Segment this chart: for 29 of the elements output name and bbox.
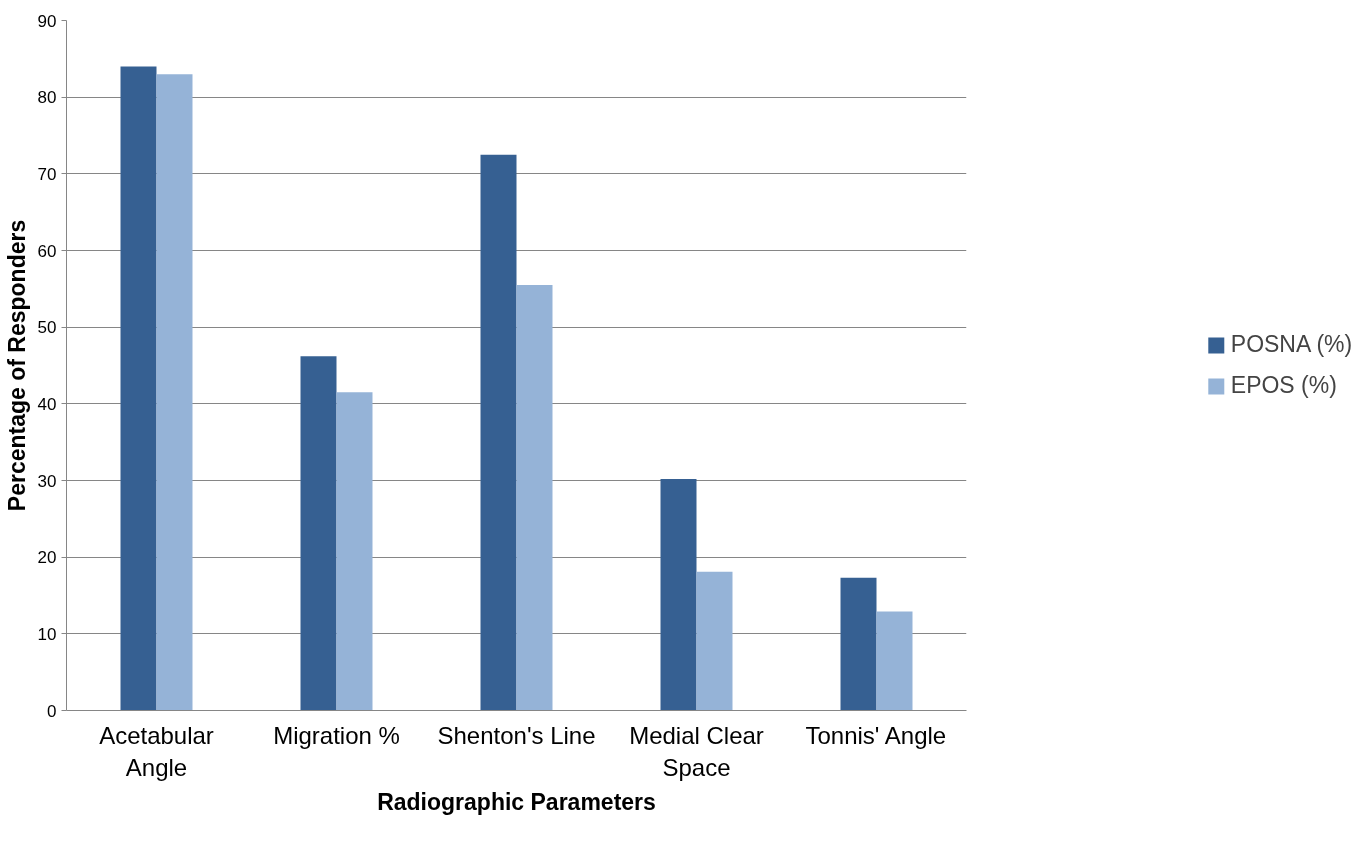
x-tick-label: Shenton's Line <box>437 721 596 749</box>
bar <box>300 356 337 711</box>
y-tick-label: 40 <box>37 394 57 414</box>
x-tick-label: Tonnis' Angle <box>805 721 947 749</box>
x-axis-title: Radiographic Parameters <box>377 788 656 815</box>
bar <box>840 577 877 711</box>
x-tick-label: Migration % <box>273 721 400 749</box>
bar <box>876 611 913 711</box>
y-tick-label: 30 <box>37 471 57 491</box>
bar <box>480 154 517 711</box>
legend-label: EPOS (%) <box>1230 372 1337 399</box>
y-tick-label: 50 <box>37 318 57 338</box>
y-axis-title: Percentage of Responders <box>3 219 30 512</box>
x-tick-label: Acetabular Angle <box>99 721 214 781</box>
y-tick-label: 20 <box>37 548 57 568</box>
y-tick-label: 80 <box>37 88 57 108</box>
bar <box>696 571 733 711</box>
y-tick-label: 70 <box>37 164 57 184</box>
y-tick-label: 0 <box>47 701 57 721</box>
y-tick-label: 10 <box>37 624 57 644</box>
legend-label: POSNA (%) <box>1230 331 1352 358</box>
x-tick-label: Medial Clear Space <box>629 721 764 781</box>
y-tick-label: 60 <box>37 241 57 261</box>
bar <box>120 66 157 711</box>
bar <box>660 478 697 711</box>
bar <box>336 392 373 711</box>
y-tick-label: 90 <box>37 11 57 31</box>
bar <box>516 285 553 711</box>
bar <box>156 74 193 711</box>
